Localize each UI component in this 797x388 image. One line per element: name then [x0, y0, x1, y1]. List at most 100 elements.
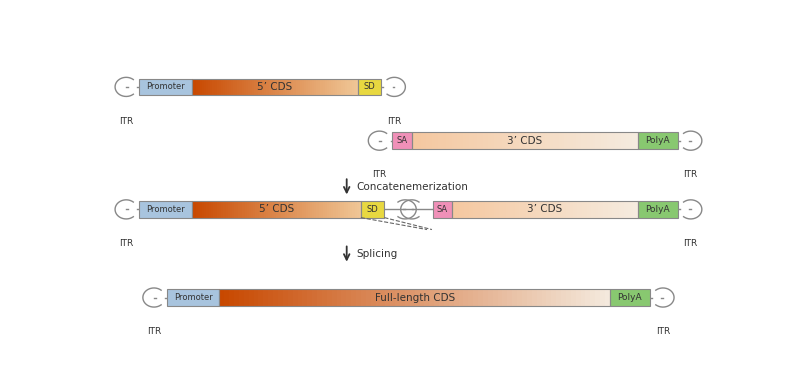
Bar	[612, 289, 613, 306]
Bar	[476, 201, 478, 218]
Bar	[640, 201, 641, 218]
Bar	[652, 132, 653, 149]
Bar	[669, 132, 670, 149]
Bar	[459, 201, 462, 218]
Bar	[676, 201, 677, 218]
Bar	[643, 289, 644, 306]
Bar	[615, 289, 616, 306]
Bar	[419, 289, 425, 306]
Bar	[508, 289, 512, 306]
Bar	[251, 201, 253, 218]
Bar	[434, 289, 439, 306]
Bar	[668, 201, 669, 218]
Bar	[217, 79, 219, 95]
Bar	[500, 132, 503, 149]
Text: Promoter: Promoter	[174, 293, 213, 302]
Bar	[215, 201, 218, 218]
Bar	[632, 289, 634, 306]
Bar	[533, 201, 536, 218]
Bar	[654, 201, 655, 218]
Text: PolyA: PolyA	[646, 136, 670, 145]
Bar	[344, 79, 346, 95]
Bar	[580, 289, 586, 306]
Bar	[662, 132, 663, 149]
Bar	[213, 201, 215, 218]
Bar	[200, 79, 202, 95]
Bar	[339, 79, 341, 95]
Bar	[579, 132, 582, 149]
Bar	[480, 201, 483, 218]
Bar	[263, 289, 269, 306]
Bar	[239, 289, 244, 306]
Bar	[336, 289, 342, 306]
Bar	[191, 201, 194, 218]
Text: ITR: ITR	[387, 117, 402, 126]
Bar	[458, 289, 464, 306]
Bar	[371, 289, 376, 306]
Bar	[292, 289, 298, 306]
Bar	[453, 289, 459, 306]
Bar	[491, 132, 494, 149]
Bar	[648, 201, 649, 218]
Bar	[438, 132, 441, 149]
Bar	[341, 79, 344, 95]
Bar	[446, 132, 450, 149]
Bar	[550, 201, 552, 218]
Bar	[632, 289, 633, 306]
Bar	[473, 201, 476, 218]
Bar	[670, 201, 671, 218]
Bar	[673, 201, 674, 218]
Bar	[575, 201, 578, 218]
Bar	[331, 79, 333, 95]
Bar	[517, 201, 520, 218]
Bar	[573, 201, 575, 218]
Bar	[653, 201, 654, 218]
Text: 3’ CDS: 3’ CDS	[528, 204, 563, 215]
Bar	[641, 201, 642, 218]
Bar	[550, 132, 553, 149]
Bar	[210, 201, 213, 218]
Bar	[471, 132, 474, 149]
Bar	[423, 132, 426, 149]
Bar	[595, 132, 599, 149]
Bar	[249, 289, 254, 306]
Bar	[273, 289, 278, 306]
Bar	[663, 201, 664, 218]
Bar	[600, 289, 605, 306]
Bar	[638, 132, 639, 149]
Bar	[265, 201, 268, 218]
Text: SA: SA	[437, 205, 448, 214]
Bar	[429, 132, 432, 149]
Bar	[508, 201, 511, 218]
Bar	[418, 132, 421, 149]
Bar	[320, 79, 323, 95]
Bar	[139, 201, 191, 218]
Bar	[586, 289, 591, 306]
Bar	[345, 79, 347, 95]
Bar	[497, 201, 499, 218]
Bar	[204, 201, 206, 218]
Bar	[333, 79, 336, 95]
Bar	[604, 132, 607, 149]
Bar	[274, 201, 277, 218]
Bar	[667, 132, 668, 149]
Bar	[664, 132, 665, 149]
Bar	[601, 132, 604, 149]
Bar	[285, 201, 287, 218]
Bar	[539, 132, 542, 149]
Bar	[610, 289, 611, 306]
Bar	[589, 201, 591, 218]
Bar	[617, 201, 619, 218]
Bar	[219, 201, 222, 218]
Bar	[612, 289, 613, 306]
Bar	[657, 201, 658, 218]
Bar	[661, 201, 662, 218]
Bar	[643, 132, 644, 149]
Bar	[615, 132, 618, 149]
Bar	[497, 289, 503, 306]
Bar	[191, 79, 194, 95]
Bar	[650, 132, 651, 149]
Bar	[605, 289, 611, 306]
Bar	[235, 79, 238, 95]
Bar	[668, 132, 669, 149]
